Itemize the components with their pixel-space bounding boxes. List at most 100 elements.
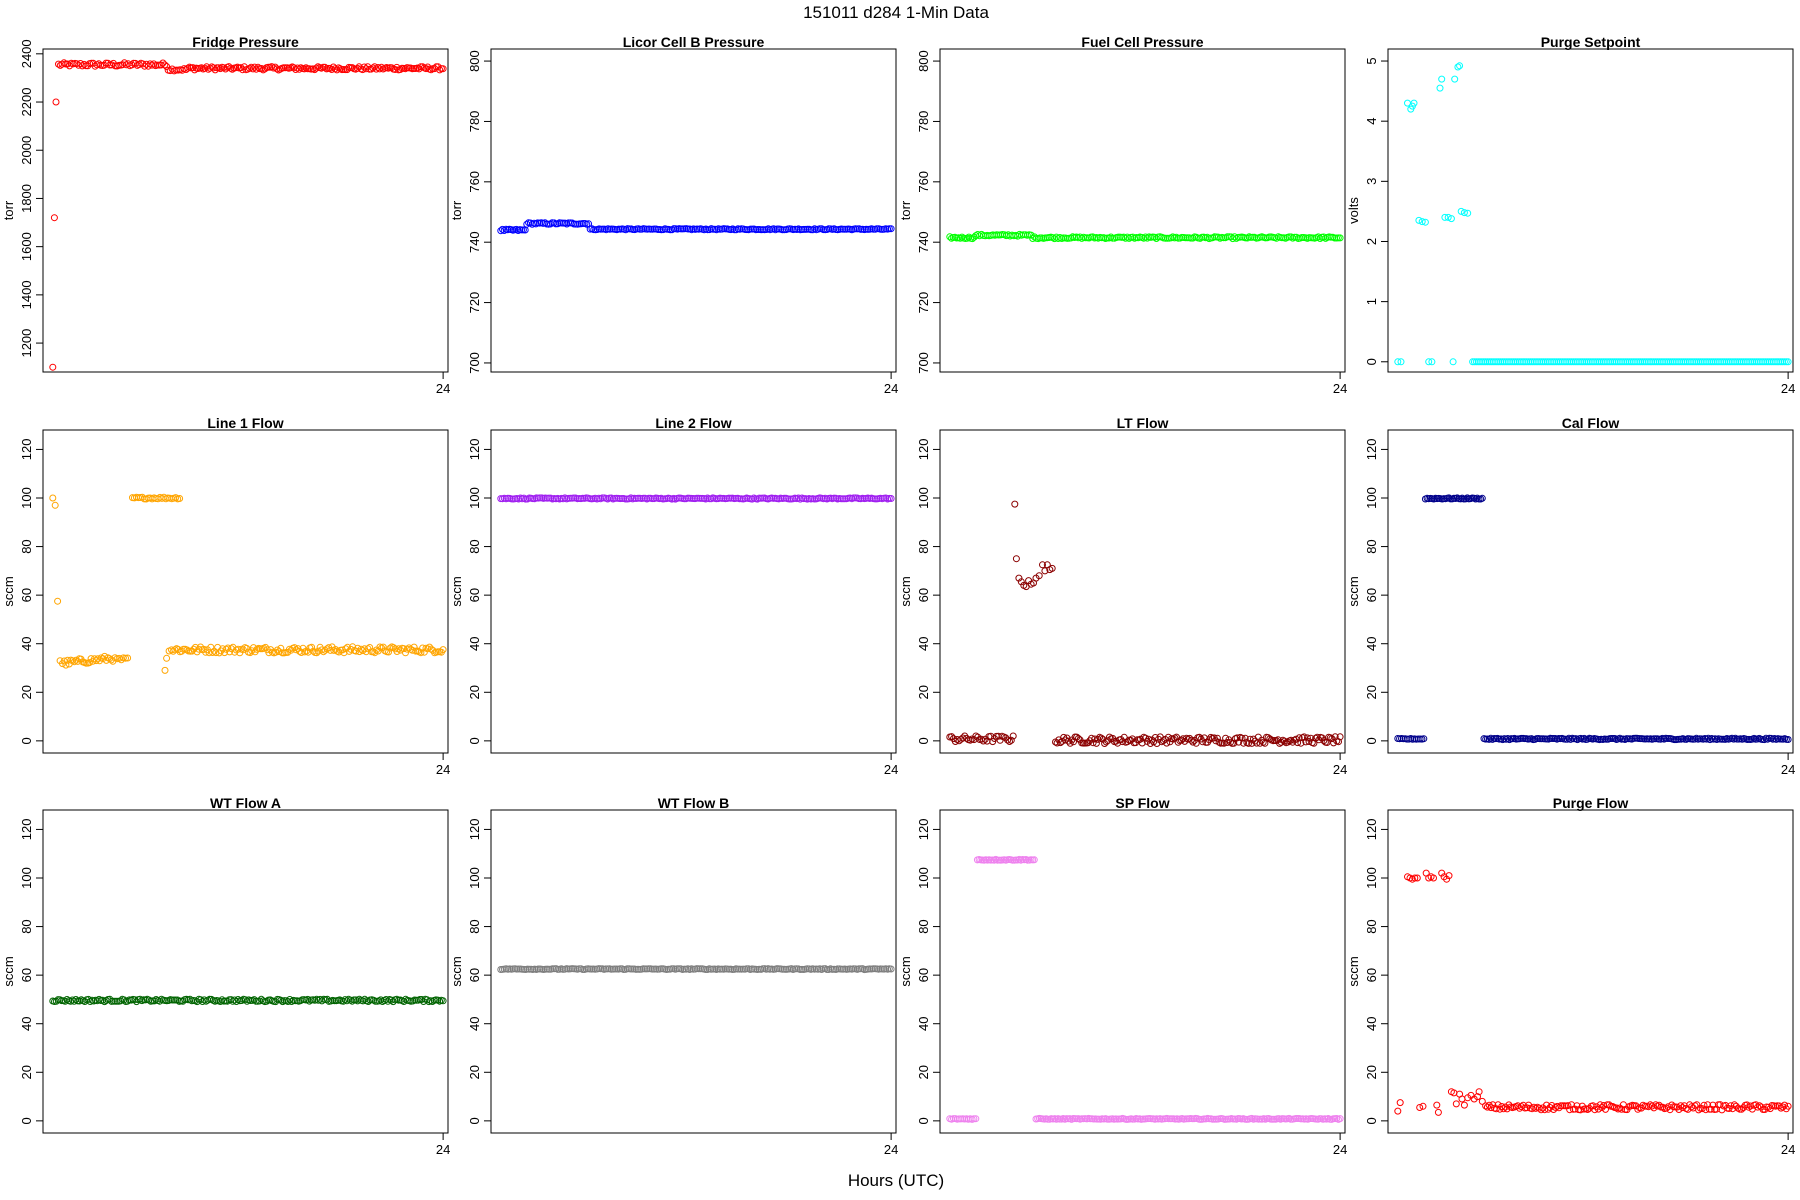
data-point — [1084, 739, 1092, 747]
data-points — [497, 965, 895, 974]
data-points — [1394, 869, 1792, 1116]
panel-title: WT Flow A — [210, 795, 281, 811]
data-point — [349, 643, 357, 651]
x-tick-label: 24 — [1333, 381, 1347, 396]
data-point — [796, 495, 804, 503]
data-point — [238, 997, 246, 1004]
data-point — [1230, 739, 1238, 747]
panel-title: Fridge Pressure — [192, 34, 299, 50]
data-point — [117, 997, 124, 1005]
data-point — [1433, 1101, 1441, 1109]
plot-frame — [42, 429, 449, 754]
data-point — [1780, 358, 1788, 366]
data-point — [1027, 231, 1035, 239]
data-point — [304, 995, 312, 1003]
x-tick-label: 24 — [1781, 381, 1795, 396]
panel-title: Fuel Cell Pressure — [1081, 34, 1203, 50]
y-tick-label: 80 — [1364, 919, 1379, 933]
data-point — [374, 64, 382, 71]
data-point — [117, 656, 125, 664]
data-point — [1775, 1102, 1783, 1110]
data-point — [1418, 218, 1426, 226]
data-point — [386, 644, 394, 652]
data-point — [391, 66, 399, 73]
data-point — [1546, 1104, 1554, 1111]
y-tick-label: 2400 — [19, 39, 34, 68]
data-point — [387, 996, 395, 1004]
data-point — [1213, 734, 1221, 742]
data-point — [402, 649, 409, 657]
data-point — [1438, 869, 1446, 877]
data-point — [1091, 735, 1099, 743]
y-tick-label: 40 — [1364, 636, 1379, 650]
data-point — [60, 59, 68, 67]
data-point — [1698, 1105, 1706, 1113]
panel-3: Fuel Cell Pressure 700 720 740 760 780 800 24 to… — [898, 34, 1347, 396]
data-point — [156, 997, 164, 1005]
data-point — [263, 997, 271, 1005]
data-point — [385, 648, 392, 656]
data-point — [1074, 735, 1082, 742]
y-tick-label: 80 — [916, 919, 931, 933]
data-point — [335, 648, 343, 656]
data-point — [1189, 738, 1197, 746]
data-point — [344, 643, 351, 651]
data-point — [150, 60, 158, 68]
data-point — [359, 997, 367, 1005]
data-point — [1706, 736, 1714, 744]
data-point — [72, 656, 80, 664]
data-point — [370, 996, 378, 1004]
data-point — [401, 65, 409, 73]
data-point — [1413, 874, 1421, 882]
y-tick-label: 20 — [467, 1065, 482, 1079]
data-point — [1314, 233, 1322, 241]
panel-title: Line 1 Flow — [207, 415, 283, 431]
data-point — [400, 998, 408, 1005]
plot-frame — [1387, 809, 1794, 1134]
data-point — [314, 647, 322, 655]
data-point — [1616, 734, 1624, 742]
data-point — [50, 214, 58, 222]
data-point — [972, 732, 980, 740]
data-point — [375, 997, 383, 1005]
x-tick-label: 24 — [436, 1142, 450, 1157]
y-tick-label: 0 — [916, 1117, 931, 1124]
data-point — [62, 661, 70, 669]
data-point — [1707, 1105, 1715, 1113]
data-point — [341, 996, 349, 1004]
y-tick-label: 740 — [916, 231, 931, 253]
data-point — [61, 997, 69, 1005]
data-point — [379, 643, 387, 651]
data-point — [1241, 734, 1249, 742]
data-point — [1002, 734, 1010, 742]
y-axis-label: sccm — [449, 576, 464, 606]
data-point — [388, 64, 396, 72]
data-point — [1421, 218, 1429, 226]
x-tick-label: 24 — [884, 381, 898, 396]
data-point — [1571, 1105, 1579, 1113]
data-point — [1331, 733, 1339, 741]
panel-7: LT Flow 0 20 40 60 80 100 120 24 sccm — [898, 415, 1347, 777]
data-point — [436, 66, 444, 74]
y-tick-label: 100 — [916, 487, 931, 509]
data-point — [1457, 207, 1465, 215]
data-point — [348, 997, 356, 1005]
y-tick-label: 700 — [467, 352, 482, 374]
data-point — [1070, 738, 1077, 746]
y-tick-label: 2 — [1364, 238, 1379, 245]
panel-2: Licor Cell B Pressure 700 720 740 760 780 800 2… — [449, 34, 898, 396]
data-point — [161, 61, 169, 69]
data-point — [219, 645, 227, 653]
y-tick-label: 1 — [1364, 298, 1379, 305]
data-point — [1443, 875, 1451, 883]
data-point — [1764, 735, 1772, 743]
y-tick-label: 80 — [19, 919, 34, 933]
panel-title: Line 2 Flow — [655, 415, 731, 431]
data-point — [1618, 1105, 1626, 1113]
y-tick-label: 20 — [916, 685, 931, 699]
y-tick-label: 80 — [1364, 539, 1379, 553]
data-point — [163, 63, 171, 70]
plot-frame — [939, 429, 1346, 754]
data-point — [1245, 739, 1252, 747]
y-tick-label: 60 — [1364, 968, 1379, 982]
